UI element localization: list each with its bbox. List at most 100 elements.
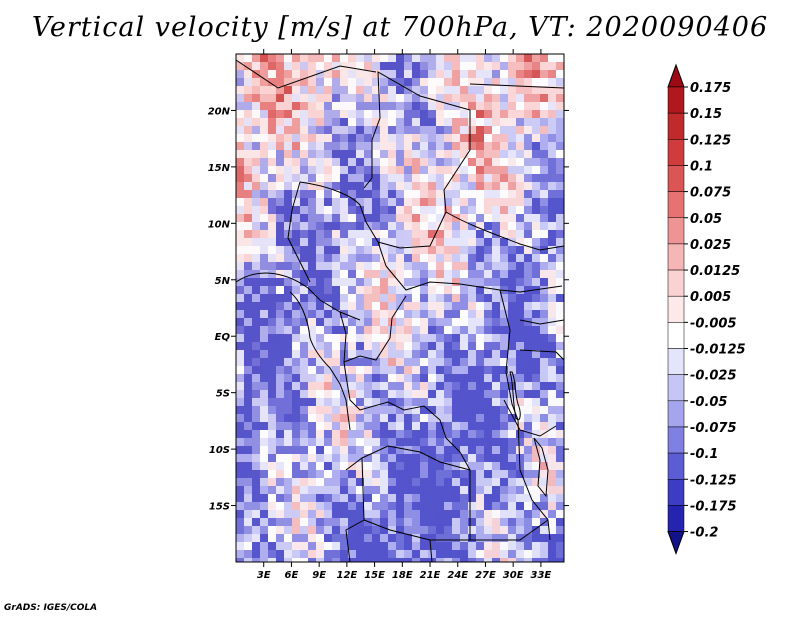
heatmap-cell (484, 118, 492, 126)
heatmap-cell (516, 198, 524, 206)
heatmap-cell (292, 438, 300, 446)
heatmap-cell (420, 422, 428, 430)
heatmap-cell (444, 494, 452, 502)
heatmap-cell (380, 494, 388, 502)
heatmap-cell (540, 414, 548, 422)
colorbar-label: -0.0125 (690, 343, 746, 358)
heatmap-cell (356, 158, 364, 166)
heatmap-cell (420, 54, 428, 62)
heatmap-cell (396, 390, 404, 398)
heatmap-cell (292, 118, 300, 126)
heatmap-cell (396, 286, 404, 294)
heatmap-cell (252, 190, 260, 198)
heatmap-cell (380, 270, 388, 278)
heatmap-cell (404, 270, 412, 278)
heatmap-cell (460, 414, 468, 422)
heatmap-cell (388, 246, 396, 254)
heatmap-cell (316, 478, 324, 486)
heatmap-cell (396, 342, 404, 350)
heatmap-cell (516, 70, 524, 78)
heatmap-cell (244, 398, 252, 406)
heatmap-cell (420, 390, 428, 398)
heatmap-cell (532, 550, 540, 558)
heatmap-cell (516, 246, 524, 254)
heatmap-cell (468, 366, 476, 374)
heatmap-cell (332, 414, 340, 422)
heatmap-cell (380, 166, 388, 174)
heatmap-cell (500, 134, 508, 142)
heatmap-cell (492, 294, 500, 302)
heatmap-cell (412, 558, 420, 562)
heatmap-cell (460, 422, 468, 430)
heatmap-cell (476, 262, 484, 270)
heatmap-cell (364, 206, 372, 214)
heatmap-cell (492, 126, 500, 134)
heatmap-cell (412, 70, 420, 78)
heatmap-cell (516, 214, 524, 222)
heatmap-cell (540, 230, 548, 238)
heatmap-cell (516, 430, 524, 438)
heatmap-cell (236, 558, 244, 562)
heatmap-cell (300, 70, 308, 78)
heatmap-cell (268, 230, 276, 238)
heatmap-cell (452, 534, 460, 542)
heatmap-cell (252, 414, 260, 422)
heatmap-cell (364, 182, 372, 190)
heatmap-cell (236, 94, 244, 102)
heatmap-cell (404, 558, 412, 562)
heatmap-cell (404, 382, 412, 390)
heatmap-cell (516, 326, 524, 334)
heatmap-cell (556, 398, 564, 406)
heatmap-cell (364, 158, 372, 166)
heatmap-cell (436, 78, 444, 86)
heatmap-cell (268, 110, 276, 118)
heatmap-cell (404, 542, 412, 550)
heatmap-cell (268, 422, 276, 430)
heatmap-cell (548, 222, 556, 230)
heatmap-cell (556, 502, 564, 510)
heatmap-cell (388, 94, 396, 102)
heatmap-cell (524, 198, 532, 206)
heatmap-cell (540, 294, 548, 302)
heatmap-cell (364, 142, 372, 150)
heatmap-cell (292, 302, 300, 310)
heatmap-cell (460, 214, 468, 222)
heatmap-cell (340, 62, 348, 70)
heatmap-cell (404, 238, 412, 246)
heatmap-cell (300, 238, 308, 246)
heatmap-cell (500, 414, 508, 422)
heatmap-cell (332, 494, 340, 502)
heatmap-cell (332, 318, 340, 326)
heatmap-cell (508, 542, 516, 550)
heatmap-cell (316, 62, 324, 70)
heatmap-cell (260, 126, 268, 134)
heatmap-cell (364, 198, 372, 206)
heatmap-cell (476, 550, 484, 558)
heatmap-cell (308, 166, 316, 174)
colorbar-label: -0.1 (690, 447, 718, 462)
heatmap-cell (348, 238, 356, 246)
heatmap-cell (556, 318, 564, 326)
heatmap-cell (412, 342, 420, 350)
heatmap-cell (420, 206, 428, 214)
heatmap-cell (476, 62, 484, 70)
heatmap-cell (492, 286, 500, 294)
heatmap-cell (460, 86, 468, 94)
heatmap-cell (468, 238, 476, 246)
heatmap-cell (404, 230, 412, 238)
heatmap-cell (500, 190, 508, 198)
heatmap-cell (484, 390, 492, 398)
heatmap-cell (356, 166, 364, 174)
heatmap-cell (276, 382, 284, 390)
heatmap-cell (412, 174, 420, 182)
heatmap-cell (444, 318, 452, 326)
heatmap-cell (484, 78, 492, 86)
heatmap-cell (372, 350, 380, 358)
heatmap-cell (532, 278, 540, 286)
heatmap-cell (468, 142, 476, 150)
heatmap-cell (508, 550, 516, 558)
heatmap-cell (308, 462, 316, 470)
heatmap-cell (444, 382, 452, 390)
heatmap-cell (436, 86, 444, 94)
heatmap-cell (532, 150, 540, 158)
